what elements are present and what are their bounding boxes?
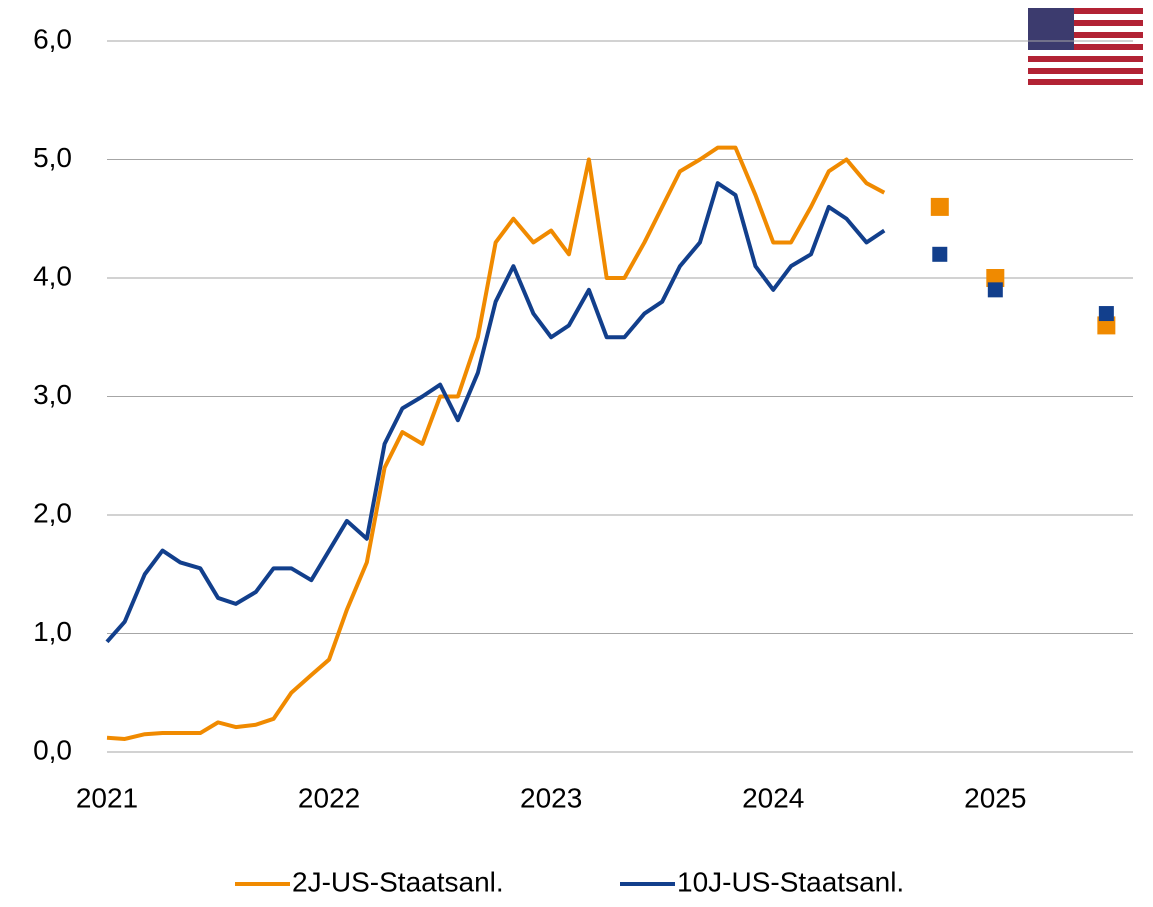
forecast-marker (1098, 306, 1114, 322)
us-flag (1028, 8, 1143, 85)
x-tick-label: 2024 (742, 782, 804, 813)
y-tick-label: 6,0 (33, 23, 72, 54)
x-tick-label: 2021 (76, 782, 138, 813)
y-tick-label: 0,0 (33, 734, 72, 765)
legend-label: 10J-US-Staatsanl. (677, 866, 904, 897)
forecast-marker (932, 246, 948, 262)
line (105, 181, 886, 644)
y-tick-label: 3,0 (33, 379, 72, 410)
forecast-marker (930, 197, 949, 216)
y-tick-label: 2,0 (33, 497, 72, 528)
line (106, 145, 886, 741)
y-tick-label: 5,0 (33, 142, 72, 173)
y-tick-label: 4,0 (33, 260, 72, 291)
legend-label: 2J-US-Staatsanl. (292, 866, 504, 897)
y-tick-label: 1,0 (33, 616, 72, 647)
x-tick-label: 2025 (964, 782, 1026, 813)
x-tick-label: 2022 (298, 782, 360, 813)
x-tick-label: 2023 (520, 782, 582, 813)
forecast-marker (987, 282, 1003, 298)
